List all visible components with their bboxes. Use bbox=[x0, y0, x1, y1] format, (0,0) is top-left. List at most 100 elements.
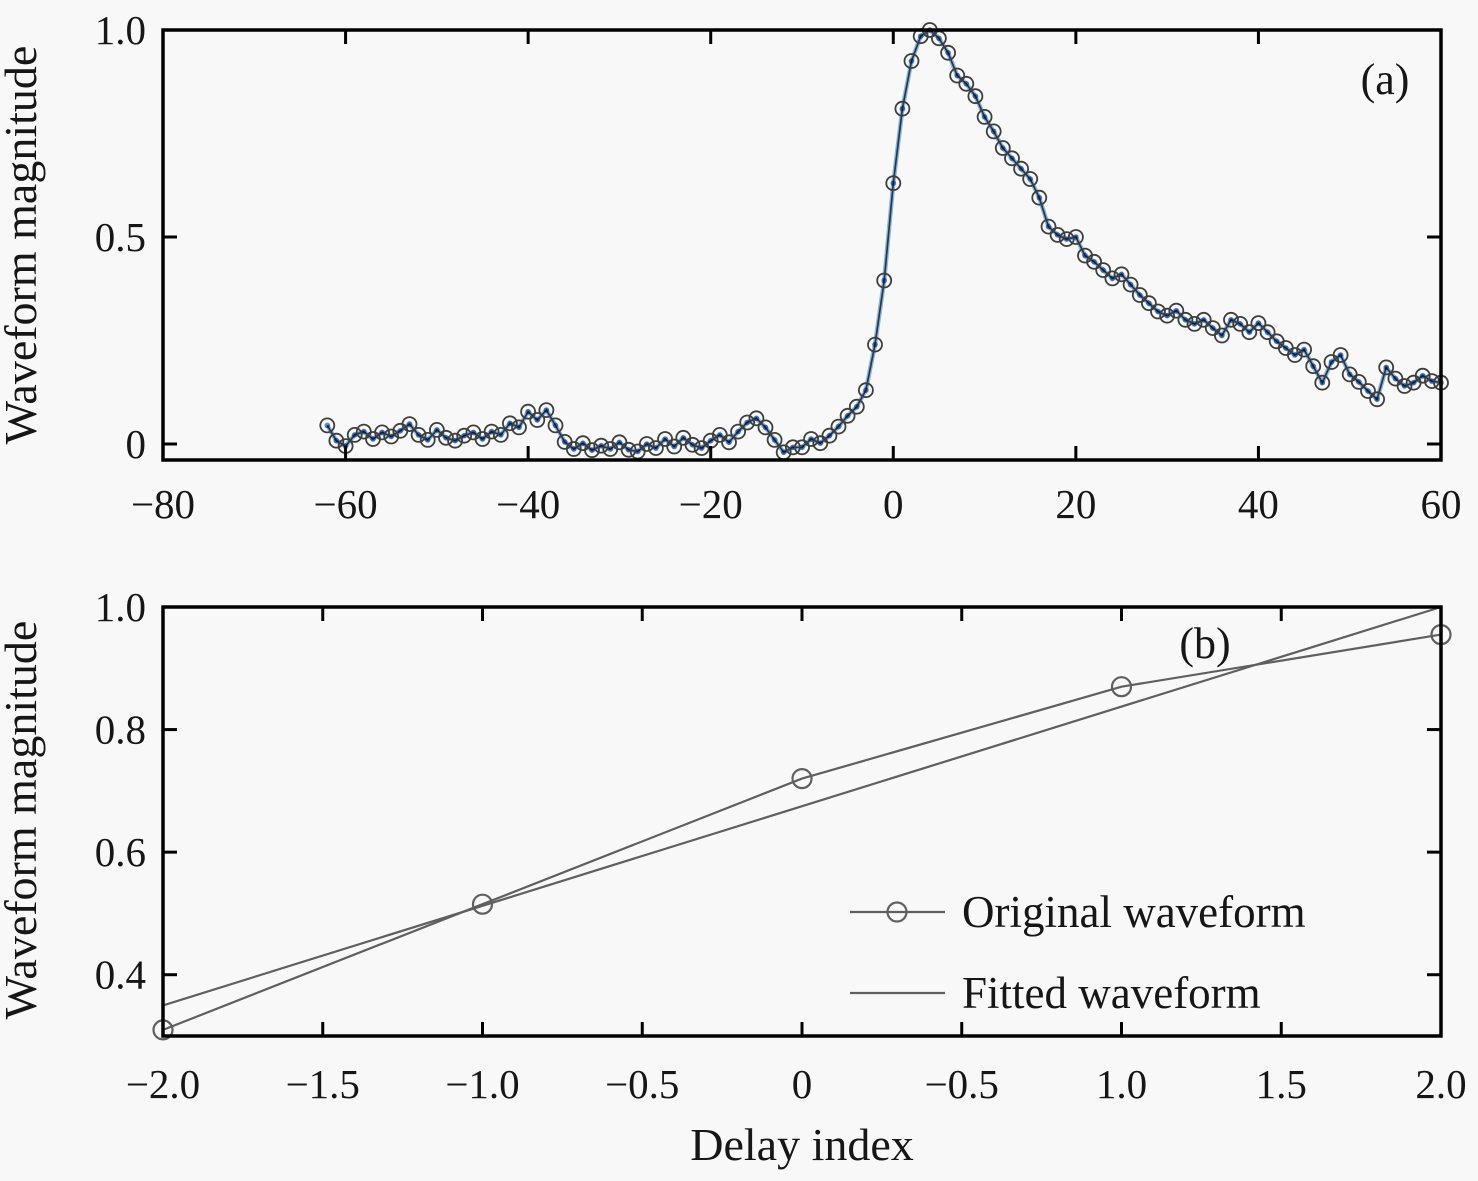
fitted-waveform-dot bbox=[735, 428, 741, 435]
original-waveform-marker bbox=[867, 336, 883, 353]
original-waveform-marker bbox=[1086, 253, 1102, 270]
original-waveform-marker bbox=[620, 441, 637, 458]
panel-b-ticks bbox=[161, 605, 1443, 1036]
original-waveform-marker bbox=[1223, 311, 1239, 328]
original-waveform-marker bbox=[438, 429, 454, 446]
original-waveform-marker bbox=[346, 426, 363, 443]
fitted-waveform-dot bbox=[680, 435, 687, 441]
fitted-waveform-dot bbox=[1237, 321, 1243, 327]
original-waveform-marker bbox=[985, 123, 1002, 140]
original-waveform-marker bbox=[994, 140, 1011, 156]
fitted-waveform-dot bbox=[698, 445, 705, 451]
fitted-waveform-dot bbox=[1118, 271, 1125, 278]
fitted-waveform-dot bbox=[1155, 308, 1161, 315]
panel-b-xlabel: Delay index bbox=[690, 1119, 914, 1170]
panel-b-series bbox=[152, 605, 1452, 1041]
x-tick-label: −1.5 bbox=[286, 1061, 360, 1107]
fitted-waveform-dot bbox=[616, 439, 623, 446]
fitted-waveform-dot bbox=[1200, 317, 1207, 323]
y-tick-label: 0.5 bbox=[95, 214, 146, 260]
original-waveform-marker bbox=[529, 412, 546, 428]
fitted-waveform-dot bbox=[1191, 321, 1198, 327]
original-waveform-marker bbox=[374, 424, 391, 441]
original-waveform-marker bbox=[1004, 150, 1020, 167]
fitted-waveform-dot bbox=[1383, 364, 1389, 371]
original-waveform-marker bbox=[894, 100, 911, 117]
original-waveform-marker bbox=[858, 382, 874, 399]
fitted-waveform-dot bbox=[1346, 371, 1353, 378]
original-waveform-marker bbox=[1058, 231, 1075, 248]
fitted-waveform-dot bbox=[644, 441, 650, 447]
original-waveform-marker bbox=[1049, 226, 1066, 243]
original-waveform-marker bbox=[428, 421, 445, 438]
x-tick-label: −1.0 bbox=[445, 1061, 519, 1107]
fitted-waveform-dot bbox=[808, 436, 814, 442]
panel-a-series bbox=[319, 22, 1449, 461]
original-waveform-marker bbox=[1369, 391, 1385, 408]
legend: Original waveform Fitted waveform bbox=[850, 887, 1306, 1018]
original-waveform-marker bbox=[456, 427, 473, 444]
fitted-waveform-dot bbox=[990, 128, 997, 135]
original-waveform-marker bbox=[1068, 229, 1084, 245]
original-waveform-marker bbox=[1259, 324, 1276, 341]
fitted-waveform-line-b bbox=[162, 605, 1442, 1007]
original-waveform-marker bbox=[785, 439, 801, 456]
panel-a-ylabel: Waveform magnitude bbox=[0, 46, 46, 445]
original-waveform-marker bbox=[757, 419, 774, 436]
fitted-waveform-dot bbox=[1009, 155, 1015, 162]
fitted-waveform-dot bbox=[1036, 194, 1043, 201]
original-waveform-marker bbox=[1350, 373, 1367, 390]
original-waveform-marker bbox=[419, 431, 436, 448]
fitted-waveform-dot bbox=[543, 407, 550, 413]
fitted-waveform-dot bbox=[1246, 329, 1253, 336]
original-waveform-marker bbox=[903, 53, 920, 69]
fitted-waveform-dot bbox=[653, 445, 659, 451]
x-tick-label: 2.0 bbox=[1415, 1061, 1466, 1107]
fitted-waveform-dot bbox=[726, 439, 732, 446]
fitted-waveform-dot bbox=[598, 442, 604, 449]
original-waveform-marker bbox=[748, 410, 765, 427]
fitted-waveform-dot bbox=[1310, 363, 1316, 370]
fitted-waveform-dot bbox=[1356, 379, 1362, 385]
fitted-waveform-dot bbox=[954, 72, 960, 79]
fitted-waveform-dot bbox=[744, 419, 750, 426]
original-waveform-marker bbox=[1424, 373, 1440, 390]
fitted-waveform-dot bbox=[507, 420, 513, 427]
original-waveform-marker-b bbox=[471, 893, 494, 915]
fitted-waveform-dot bbox=[717, 432, 723, 438]
original-waveform-marker bbox=[1314, 374, 1331, 391]
original-waveform-marker bbox=[1332, 347, 1349, 363]
fitted-waveform-dot bbox=[1146, 300, 1152, 307]
fitted-waveform-dot bbox=[936, 35, 942, 42]
fitted-waveform-dot bbox=[498, 432, 504, 438]
legend-fitted-label: Fitted waveform bbox=[962, 968, 1261, 1018]
original-waveform-marker bbox=[1122, 276, 1139, 293]
x-tick-label: −80 bbox=[131, 481, 195, 527]
original-waveform-marker bbox=[501, 415, 518, 432]
fitted-waveform-dot bbox=[1392, 375, 1399, 382]
fitted-waveform-dot bbox=[890, 180, 897, 186]
y-tick-label: 0.6 bbox=[95, 829, 146, 875]
fitted-waveform-dot bbox=[488, 428, 495, 435]
fitted-waveform-dot bbox=[1228, 317, 1234, 323]
original-waveform-marker-b bbox=[791, 767, 813, 790]
original-waveform-marker bbox=[1378, 359, 1395, 376]
original-waveform-marker bbox=[794, 439, 810, 456]
original-waveform-marker bbox=[1250, 315, 1267, 332]
original-waveform-marker bbox=[839, 407, 856, 424]
y-tick-label: 0.4 bbox=[95, 952, 146, 998]
fitted-waveform-dot bbox=[1301, 346, 1307, 353]
fitted-waveform-dot bbox=[1401, 383, 1408, 389]
x-tick-label: 60 bbox=[1421, 481, 1462, 527]
original-waveform-marker bbox=[803, 431, 819, 447]
original-waveform-marker bbox=[1095, 262, 1112, 279]
fitted-waveform-dot bbox=[707, 437, 714, 444]
original-waveform-marker bbox=[447, 432, 464, 449]
original-waveform-marker bbox=[1031, 189, 1048, 206]
fitted-waveform-dot bbox=[434, 427, 440, 433]
y-tick-label: 0 bbox=[126, 421, 147, 467]
fitted-waveform-dot bbox=[963, 81, 970, 87]
fitted-waveform-dot bbox=[817, 440, 824, 447]
